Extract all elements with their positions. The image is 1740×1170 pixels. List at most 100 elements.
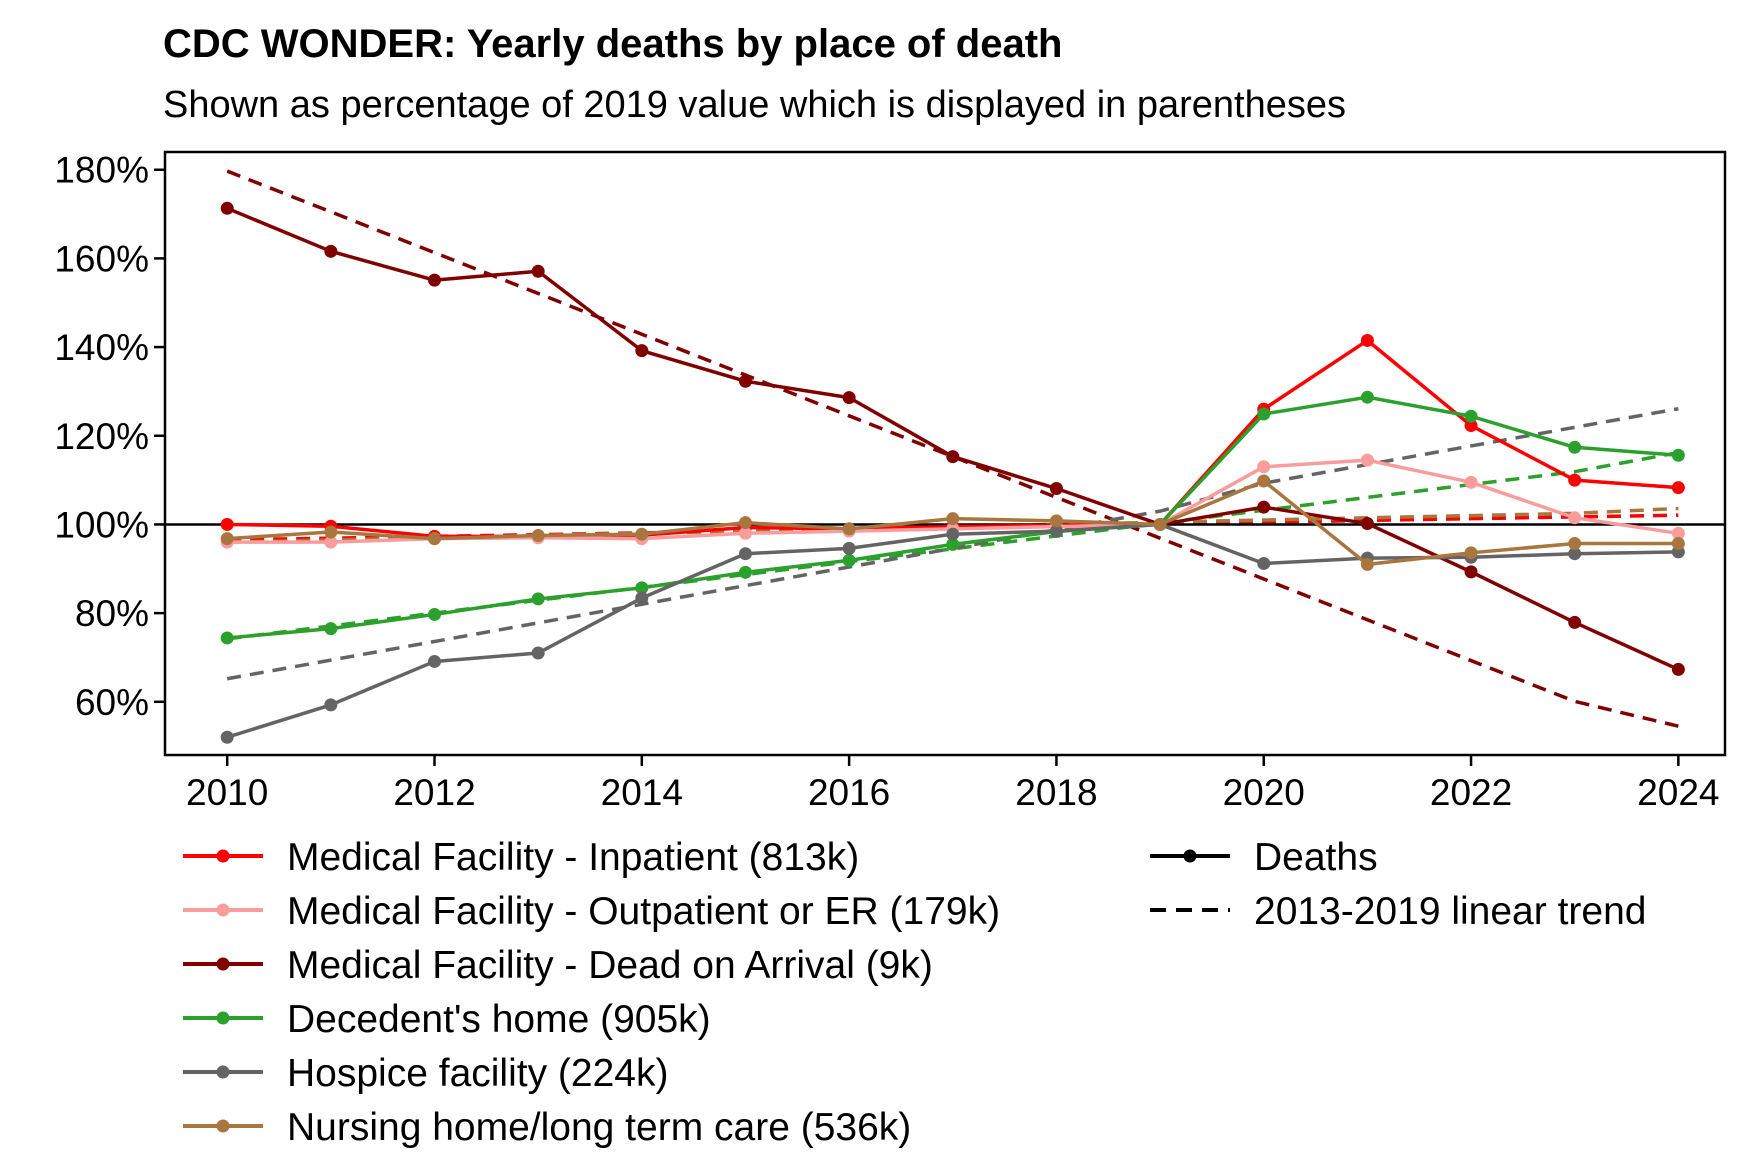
- data-point: [531, 529, 545, 543]
- legend: Medical Facility - Inpatient (813k) Medic…: [183, 836, 1646, 1149]
- data-point: [220, 631, 234, 645]
- data-point: [1464, 565, 1478, 579]
- legend-item-hospice-facility-224k: Hospice facility (224k): [183, 1052, 668, 1095]
- y-tick-label: 60%: [75, 682, 149, 723]
- data-point: [1360, 333, 1374, 347]
- data-point: [428, 532, 442, 546]
- data-point: [1049, 482, 1063, 496]
- y-tick-label: 160%: [54, 238, 149, 279]
- legend-item-deaths: Deaths: [1150, 836, 1378, 879]
- data-point: [220, 201, 234, 215]
- data-point: [1360, 557, 1374, 571]
- data-point: [1671, 448, 1685, 462]
- data-point: [324, 698, 338, 712]
- x-tick-label: 2016: [808, 772, 890, 813]
- chart-subtitle: Shown as percentage of 2019 value which …: [163, 84, 1346, 126]
- data-point: [428, 654, 442, 668]
- data-point: [1049, 514, 1063, 528]
- series-nursing-home-long-term-care-536k: [220, 474, 1685, 571]
- data-point: [1671, 537, 1685, 551]
- series-line: [226, 206, 1680, 672]
- legend-item-medical-facility-inpatient-813k: Medical Facility - Inpatient (813k): [183, 836, 859, 879]
- legend-item-nursing-home-long-term-care-536k: Nursing home/long term care (536k): [183, 1106, 911, 1149]
- data-point: [1464, 409, 1478, 423]
- data-point: [1360, 453, 1374, 467]
- data-point: [428, 273, 442, 287]
- series-line: [227, 338, 1679, 539]
- x-tick-label: 2020: [1223, 772, 1305, 813]
- data-point: [1360, 390, 1374, 404]
- data-point: [531, 592, 545, 606]
- data-point: [738, 526, 752, 540]
- data-point: [324, 622, 338, 636]
- data-point: [1257, 556, 1271, 570]
- legend-marker: [1183, 849, 1197, 863]
- data-point: [1257, 500, 1271, 514]
- data-point: [1671, 526, 1685, 540]
- data-point: [531, 264, 545, 278]
- legend-label: Medical Facility - Dead on Arrival (9k): [287, 944, 933, 987]
- plot-frame: [163, 150, 1727, 757]
- data-point: [946, 512, 960, 526]
- legend-label: Nursing home/long term care (536k): [287, 1106, 911, 1149]
- series-line: [226, 522, 1679, 739]
- data-point: [738, 547, 752, 561]
- data-point: [324, 244, 338, 258]
- data-point: [1360, 517, 1374, 531]
- data-point: [220, 532, 234, 546]
- legend-label: Medical Facility - Outpatient or ER (179…: [287, 890, 1000, 933]
- data-point: [1568, 615, 1582, 629]
- x-tick-label: 2018: [1015, 772, 1097, 813]
- legend-marker: [216, 903, 230, 917]
- data-point: [1257, 474, 1271, 488]
- data-point: [220, 517, 234, 531]
- data-point: [1568, 440, 1582, 454]
- data-point: [220, 730, 234, 744]
- data-point: [1568, 511, 1582, 525]
- legend-marker: [216, 1011, 230, 1025]
- legend-item-2013-2019-linear-trend: 2013-2019 linear trend: [1150, 890, 1646, 933]
- x-tick-label: 2012: [393, 772, 475, 813]
- legend-marker: [216, 1065, 230, 1079]
- data-point: [738, 565, 752, 579]
- data-point: [1153, 517, 1167, 531]
- legend-item-decedent-s-home-905k: Decedent's home (905k): [183, 998, 711, 1041]
- data-point: [842, 391, 856, 405]
- y-tick-label: 120%: [54, 416, 149, 457]
- data-point: [946, 537, 960, 551]
- trend-lines-layer: [226, 169, 1679, 728]
- data-point: [946, 527, 960, 541]
- legend-label: Decedent's home (905k): [287, 998, 711, 1041]
- data-point: [1464, 419, 1478, 433]
- data-point: [1257, 460, 1271, 474]
- data-point: [324, 525, 338, 539]
- data-point: [1568, 537, 1582, 551]
- legend-item-medical-facility-dead-on-arrival-9k: Medical Facility - Dead on Arrival (9k): [183, 944, 933, 987]
- data-point: [842, 553, 856, 567]
- legend-item-medical-facility-outpatient-or-er-179k: Medical Facility - Outpatient or ER (179…: [183, 890, 1000, 933]
- legend-label: Medical Facility - Inpatient (813k): [287, 836, 859, 879]
- series-lines-layer: [220, 201, 1685, 744]
- legend-marker: [216, 957, 230, 971]
- x-tick-label: 2014: [601, 772, 683, 813]
- data-point: [324, 535, 338, 549]
- legend-label: Hospice facility (224k): [287, 1052, 668, 1095]
- legend-marker: [216, 849, 230, 863]
- series-medical-facility-dead-on-arrival-9k: [220, 201, 1685, 676]
- series-medical-facility-inpatient-813k: [220, 333, 1685, 543]
- data-point: [1464, 546, 1478, 560]
- data-point: [1671, 481, 1685, 495]
- data-point: [531, 646, 545, 660]
- legend-label: Deaths: [1254, 836, 1378, 879]
- x-tick-label: 2024: [1637, 772, 1719, 813]
- legend-marker: [216, 1119, 230, 1133]
- data-point: [1568, 473, 1582, 487]
- data-point: [842, 522, 856, 536]
- data-point: [1049, 524, 1063, 538]
- x-tick-label: 2022: [1430, 772, 1512, 813]
- y-tick-label: 100%: [54, 504, 149, 545]
- data-point: [428, 607, 442, 621]
- trend-line-medical-facility-dead-on-arrival-9k: [226, 169, 1679, 728]
- chart-title: CDC WONDER: Yearly deaths by place of de…: [163, 22, 1063, 66]
